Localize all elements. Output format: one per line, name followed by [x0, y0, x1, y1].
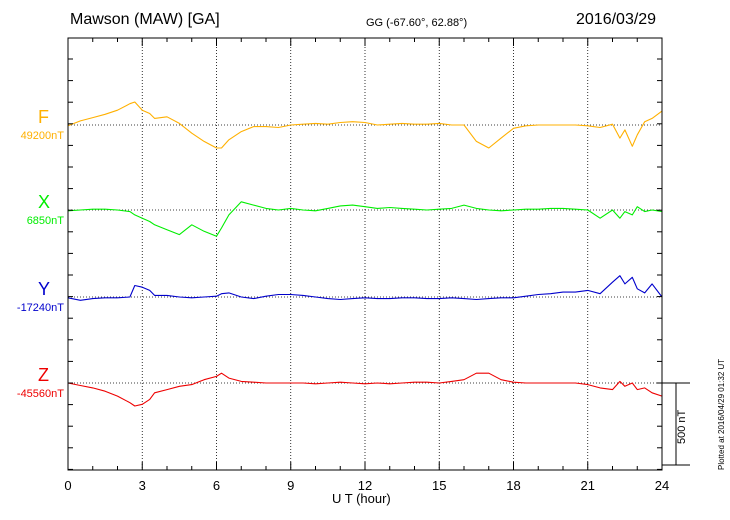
tick-layer [67, 38, 663, 470]
x-tick-label: 21 [580, 478, 595, 493]
series-line-f [67, 101, 663, 149]
geographic-coordinates: GG (-67.60°, 62.88°) [366, 17, 468, 29]
series-line-x [67, 201, 663, 237]
x-tick-label: 9 [287, 478, 295, 493]
station-title: Mawson (MAW) [GA] [70, 11, 220, 28]
component-label-x: X [38, 192, 51, 212]
series-layer [67, 101, 663, 407]
x-axis-label: U T (hour) [332, 491, 391, 506]
chart-date: 2016/03/29 [576, 11, 657, 28]
scale-bar-label: 500 nT [676, 409, 688, 444]
x-tick-label: 6 [212, 478, 221, 493]
scale-bar [662, 382, 690, 466]
baseline-label-x: 6850nT [26, 215, 64, 227]
component-label-z: Z [38, 365, 49, 385]
x-tick-label: 18 [506, 478, 521, 493]
baseline-label-f: 49200nT [20, 130, 64, 142]
component-label-y: Y [38, 279, 51, 299]
x-tick-label: 15 [432, 478, 447, 493]
x-tick-label: 3 [138, 478, 146, 493]
x-tick-label: 24 [654, 478, 670, 493]
x-tick-label: 12 [357, 478, 373, 493]
plotted-timestamp: Plotted at 2016/04/29 01:32 UT [717, 358, 726, 470]
x-tick-label: 0 [64, 478, 72, 493]
grid-layer [68, 38, 662, 470]
baseline-label-y: -17240nT [16, 302, 64, 314]
series-line-y [67, 275, 663, 301]
component-label-f: F [38, 107, 49, 127]
series-line-z [67, 372, 663, 407]
baseline-label-z: -45560nT [16, 388, 64, 400]
